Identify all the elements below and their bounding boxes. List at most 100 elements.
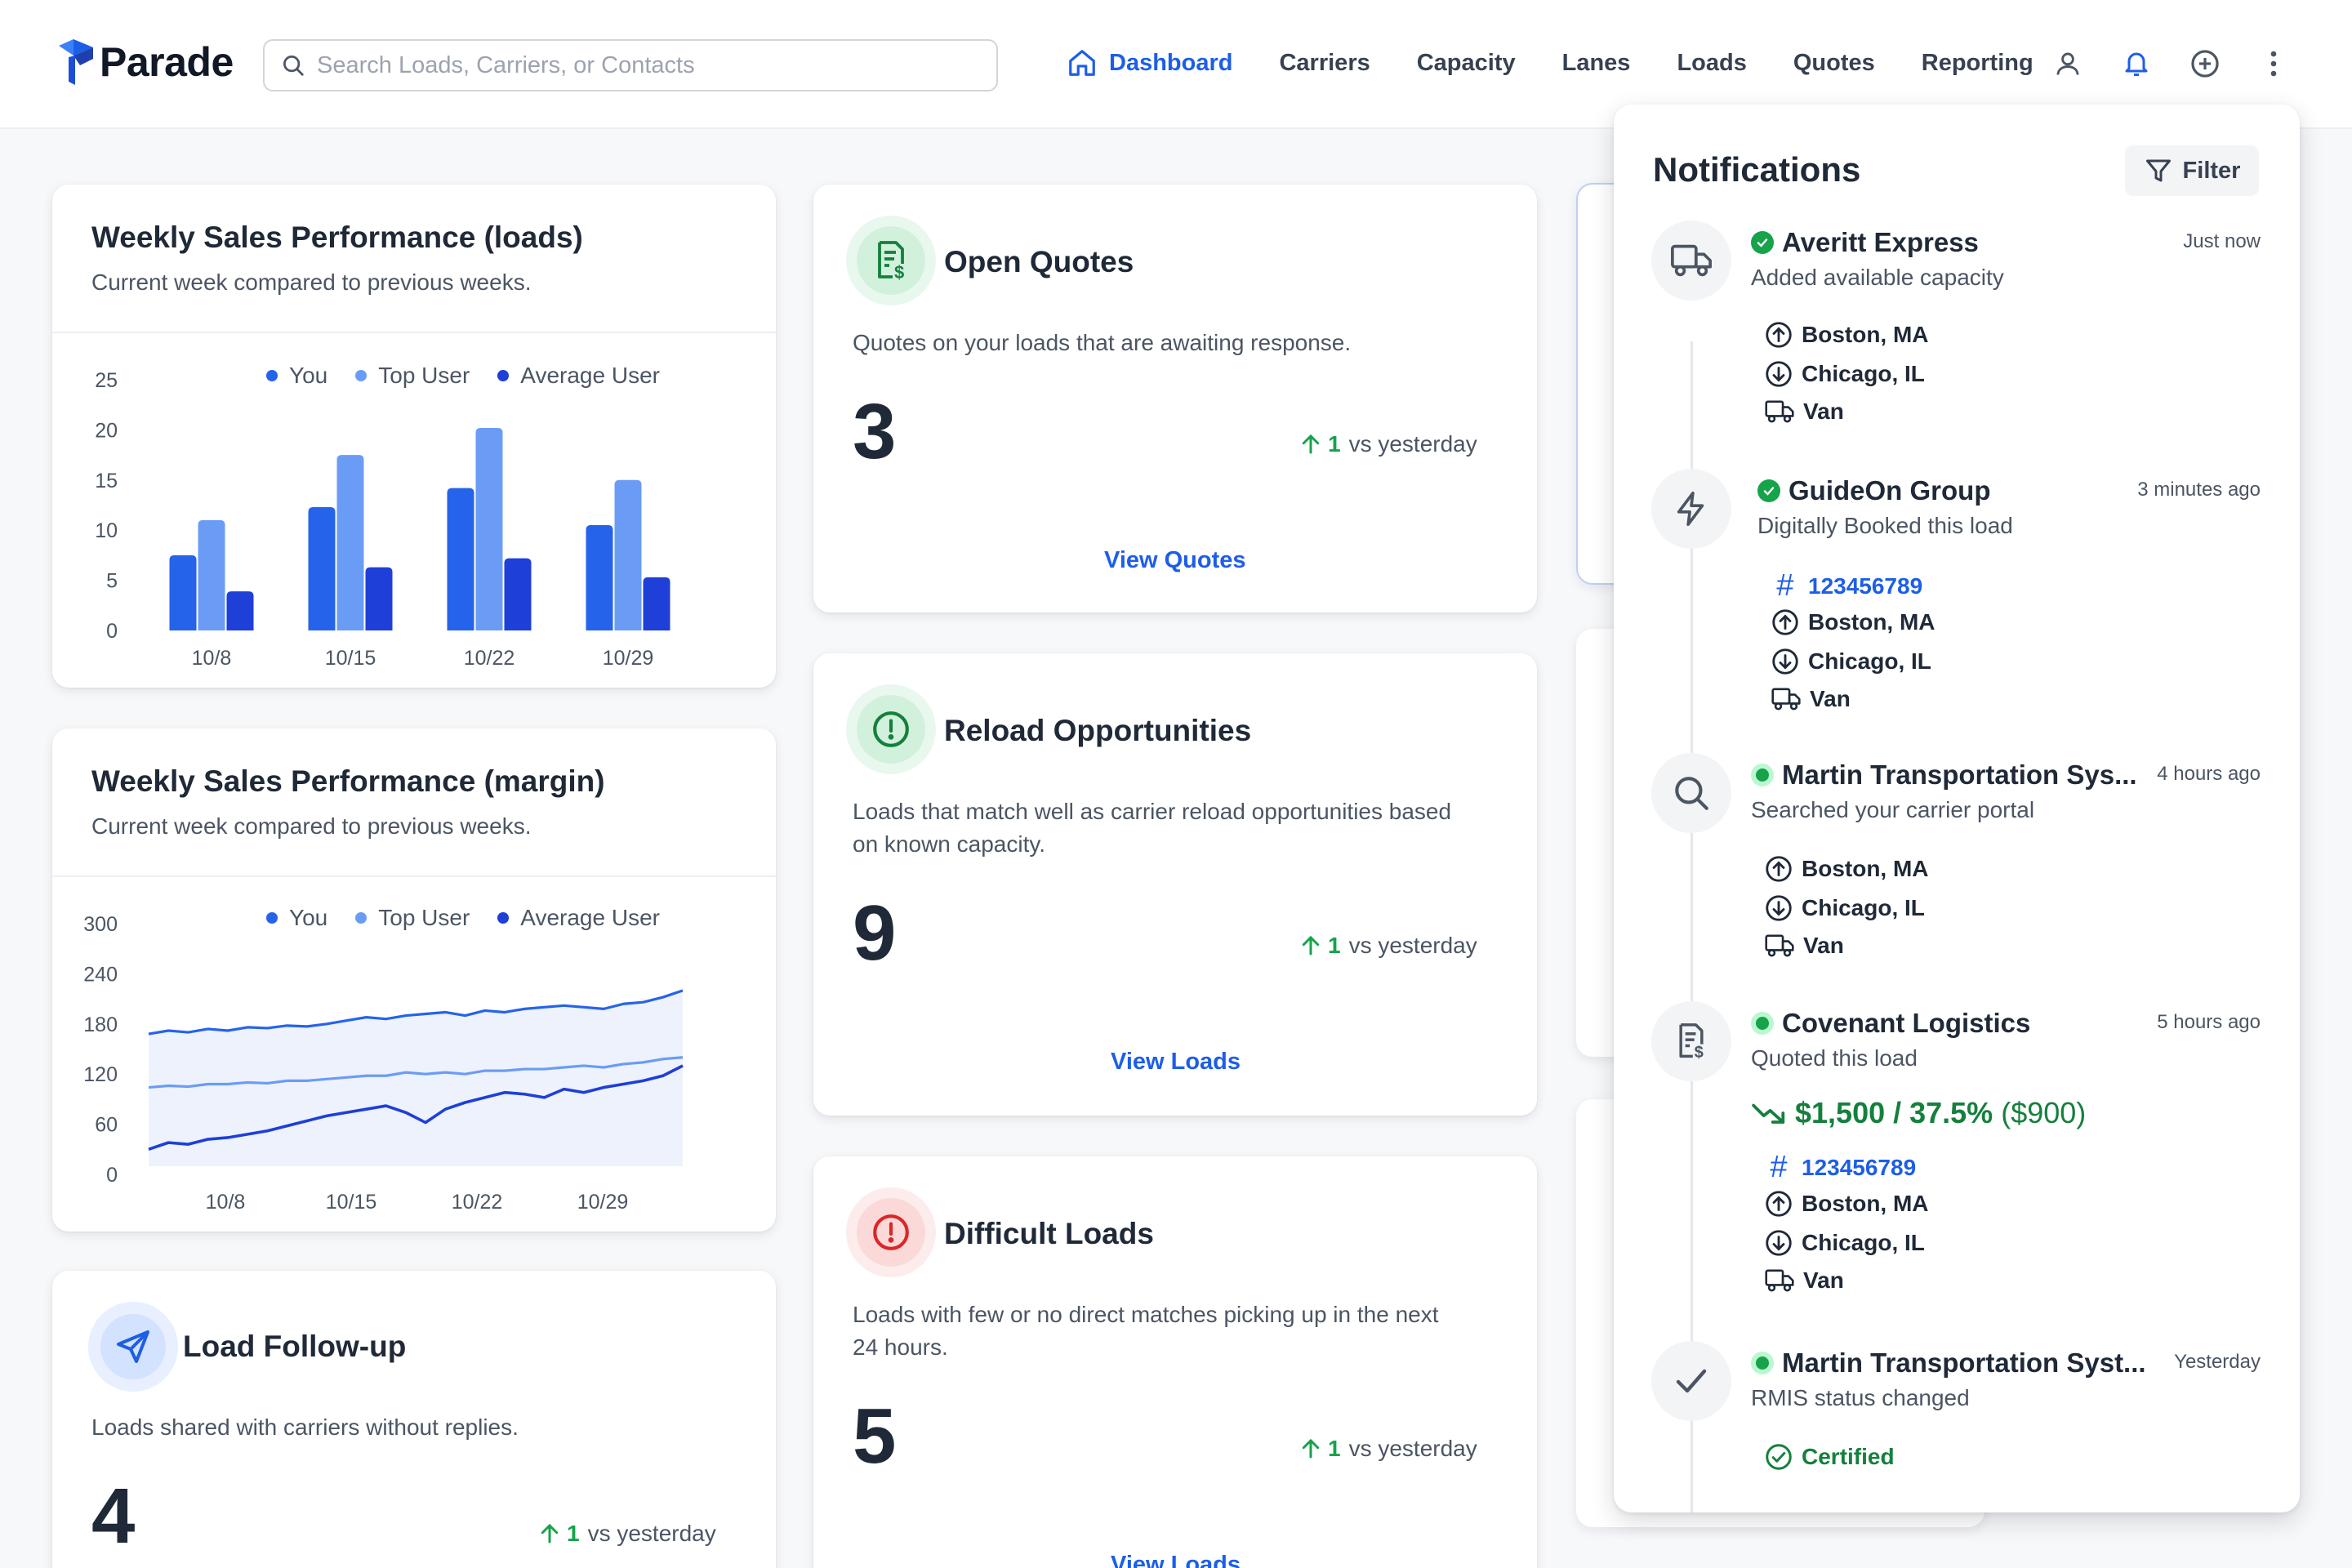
delta-label: vs yesterday xyxy=(1348,933,1477,958)
notification-avatar xyxy=(1651,220,1731,301)
x-tick-label: 10/22 xyxy=(452,1191,503,1214)
more-vertical-icon[interactable] xyxy=(2257,46,2290,82)
destination-label: Chicago, IL xyxy=(1802,895,1925,920)
difficult-description-2: 24 hours. xyxy=(853,1334,948,1360)
filter-button[interactable]: Filter xyxy=(2125,145,2259,196)
carrier-name: Averitt Express xyxy=(1782,227,1979,257)
load-id: 123456789 xyxy=(1802,1154,1917,1180)
bar xyxy=(226,591,254,630)
carrier-name: GuideOn Group xyxy=(1788,475,1991,506)
weekly-loads-bar-chart: 0 5 10 15 20 25 10/8 10/15 10/22 10/29 xyxy=(95,369,670,670)
nav-carriers-label: Carriers xyxy=(1279,49,1370,76)
notification-carrier-name: Averitt Express xyxy=(1751,227,1979,258)
equipment-label: Van xyxy=(1803,399,1844,424)
global-search[interactable] xyxy=(263,39,998,91)
equipment-row: Van xyxy=(1764,399,1844,425)
origin-label: Boston, MA xyxy=(1808,609,1936,635)
delta-label: vs yesterday xyxy=(587,1521,716,1546)
equipment-label: Van xyxy=(1803,933,1844,958)
notification-time: Yesterday xyxy=(2174,1351,2261,1373)
plus-circle-icon[interactable] xyxy=(2189,46,2221,82)
parade-logo[interactable]: Parade xyxy=(57,38,234,87)
destination-label: Chicago, IL xyxy=(1808,648,1931,674)
nav-carriers[interactable]: Carriers xyxy=(1279,50,1370,77)
alert-icon-badge xyxy=(846,1187,936,1277)
bar xyxy=(169,555,197,630)
difficult-loads-card[interactable]: Difficult Loads Loads with few or no dir… xyxy=(813,1156,1537,1568)
bar xyxy=(643,577,670,630)
nav-reporting[interactable]: Reporting xyxy=(1922,50,2034,77)
notification-item[interactable]: Averitt Express Just now Added available… xyxy=(1614,220,2300,457)
reload-delta: 1 vs yesterday xyxy=(1298,933,1477,959)
notifications-panel: Notifications Filter Averitt Express Jus… xyxy=(1614,105,2300,1512)
origin-row: Boston, MA xyxy=(1771,608,1936,637)
notification-item[interactable]: GuideOn Group 3 minutes ago Digitally Bo… xyxy=(1614,469,2300,738)
bell-icon[interactable] xyxy=(2120,46,2153,82)
truck-icon xyxy=(1765,1269,1794,1292)
notification-avatar xyxy=(1651,469,1731,549)
notifications-title: Notifications xyxy=(1653,150,1861,189)
bar xyxy=(614,479,642,630)
quote-margin: ($900) xyxy=(2001,1096,2087,1129)
legend-top-user-label: Top User xyxy=(378,363,470,388)
user-icon[interactable] xyxy=(2051,46,2084,82)
notification-carrier-name: Covenant Logistics xyxy=(1751,1008,2030,1039)
nav-dashboard-label: Dashboard xyxy=(1109,49,1233,76)
quote-icon: $ xyxy=(878,241,904,282)
nav-loads[interactable]: Loads xyxy=(1677,50,1746,77)
nav-quotes-label: Quotes xyxy=(1793,49,1875,76)
legend-average-user: Average User xyxy=(497,363,660,389)
load-id-row[interactable]: # 123456789 xyxy=(1771,568,1922,604)
nav-lanes[interactable]: Lanes xyxy=(1562,50,1631,77)
weekly-margin-card: Weekly Sales Performance (margin) Curren… xyxy=(52,728,776,1232)
destination-label: Chicago, IL xyxy=(1802,361,1925,386)
arrow-up-icon xyxy=(1302,935,1320,956)
header-actions xyxy=(2051,46,2290,82)
open-quotes-count: 3 xyxy=(853,388,897,475)
notification-item[interactable]: $ Covenant Logistics 5 hours ago Quoted … xyxy=(1614,1001,2300,1328)
svg-text:$: $ xyxy=(894,262,904,282)
load-followup-card[interactable]: Load Follow-up Loads shared with carrier… xyxy=(52,1271,776,1568)
open-quotes-title: Open Quotes xyxy=(944,245,1134,278)
view-loads-link[interactable]: View Loads xyxy=(1111,1049,1241,1075)
nav-reporting-label: Reporting xyxy=(1921,49,2034,76)
reload-title: Reload Opportunities xyxy=(944,714,1252,747)
reload-description-1: Loads that match well as carrier reload … xyxy=(853,799,1452,824)
x-tick-label: 10/22 xyxy=(464,647,515,670)
origin-label: Boston, MA xyxy=(1802,856,1929,881)
nav-capacity[interactable]: Capacity xyxy=(1417,50,1516,77)
notification-item[interactable]: Martin Transportation Sys... 4 hours ago… xyxy=(1614,753,2300,990)
weekly-margin-title: Weekly Sales Performance (margin) xyxy=(91,764,605,798)
notification-item[interactable]: Martin Transportation Syst... Yesterday … xyxy=(1614,1341,2300,1504)
legend-top-user-label: Top User xyxy=(378,905,470,930)
search-icon xyxy=(283,56,304,76)
certified-status-row: Certified xyxy=(1764,1442,1895,1472)
delta-label: vs yesterday xyxy=(1348,431,1477,457)
weekly-margin-legend: You Top User Average User xyxy=(266,905,660,931)
notification-avatar xyxy=(1651,1341,1731,1421)
series-line xyxy=(148,989,684,1036)
arrow-down-circle-icon xyxy=(1766,895,1792,921)
legend-you-label: You xyxy=(289,905,328,930)
open-quotes-delta: 1 vs yesterday xyxy=(1298,431,1477,457)
nav-quotes[interactable]: Quotes xyxy=(1793,50,1875,77)
load-id-row[interactable]: # 123456789 xyxy=(1764,1150,1916,1185)
quote-price-row: $1,500 / 37.5% ($900) xyxy=(1751,1096,2086,1130)
delta-value: 1 xyxy=(1328,431,1341,457)
carrier-name: Covenant Logistics xyxy=(1782,1008,2031,1038)
x-tick-label: 10/15 xyxy=(326,1191,377,1214)
view-quotes-link[interactable]: View Quotes xyxy=(1104,547,1246,573)
truck-icon xyxy=(1671,244,1712,277)
nav-dashboard[interactable]: Dashboard xyxy=(1067,47,1232,78)
x-tick-label: 10/29 xyxy=(603,647,654,670)
view-loads-link[interactable]: View Loads xyxy=(1111,1552,1241,1568)
search-input[interactable] xyxy=(317,51,970,79)
load-id: 123456789 xyxy=(1808,572,1923,599)
notification-avatar xyxy=(1651,753,1731,833)
equipment-row: Van xyxy=(1771,686,1851,712)
load-followup-delta: 1 vs yesterday xyxy=(537,1521,716,1547)
verified-check-icon xyxy=(1757,479,1780,502)
reload-opportunities-card[interactable]: Reload Opportunities Loads that match we… xyxy=(813,653,1537,1116)
open-quotes-card[interactable]: $ Open Quotes Quotes on your loads that … xyxy=(813,185,1537,612)
notification-time: 4 hours ago xyxy=(2157,763,2261,785)
